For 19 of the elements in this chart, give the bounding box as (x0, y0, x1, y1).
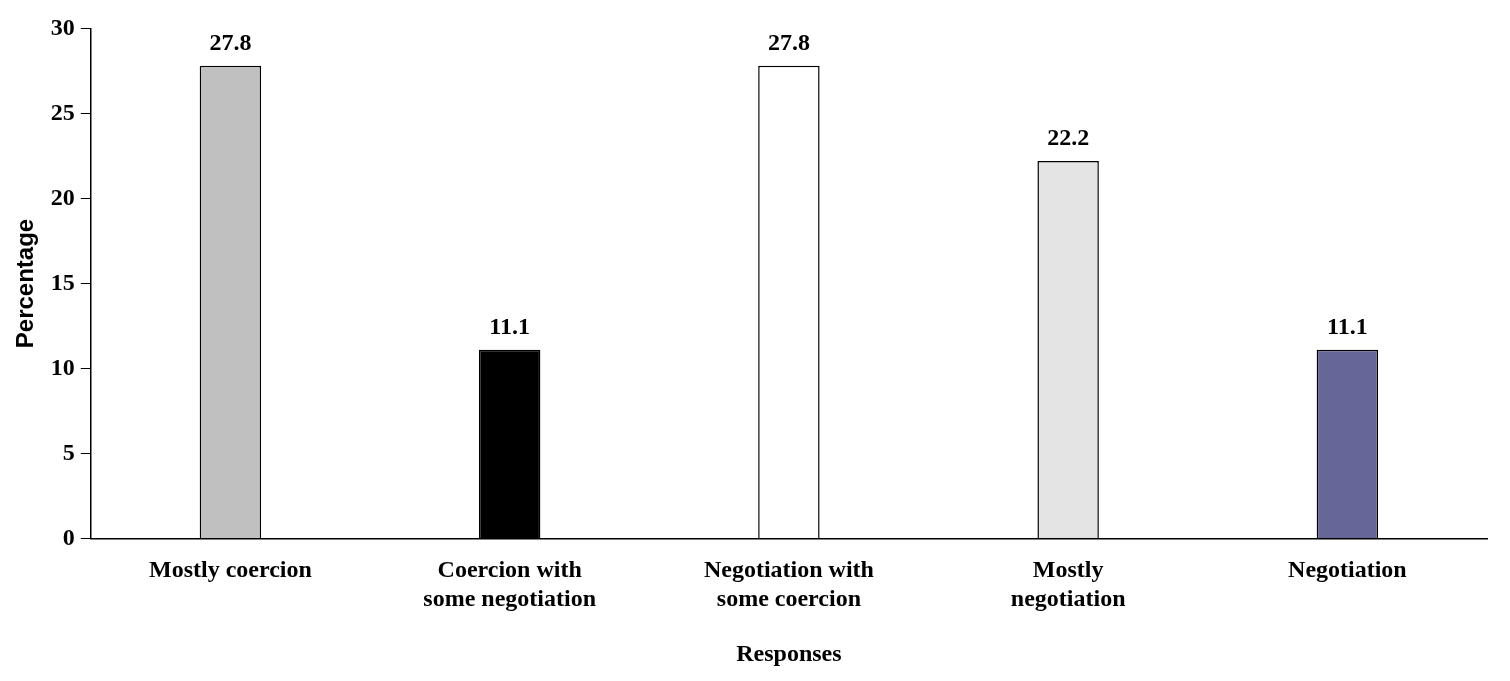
y-tick-label: 25 (50, 98, 75, 125)
y-tick-label: 0 (62, 523, 75, 550)
data-label: 27.8 (767, 29, 810, 56)
x-tick-label: Mostly negotiation (1010, 556, 1126, 611)
data-label: 27.8 (209, 29, 252, 56)
data-label: 11.1 (489, 313, 530, 340)
y-tick-label: 20 (50, 183, 75, 210)
x-tick-label: Coercion with some negotiation (423, 556, 596, 611)
data-label: 22.2 (1047, 124, 1090, 151)
x-tick-label: Negotiation with some coercion (703, 556, 874, 611)
x-tick-label: Negotiation (1288, 556, 1407, 583)
y-tick-label: 15 (50, 268, 75, 295)
data-label: 11.1 (1327, 313, 1368, 340)
x-tick-label: Mostly coercion (149, 556, 312, 583)
y-tick-label: 5 (62, 438, 75, 465)
y-tick-label: 10 (50, 353, 75, 380)
y-tick-label: 30 (50, 13, 75, 40)
x-axis-title: Responses (736, 639, 842, 666)
y-axis-title: Percentage (11, 218, 39, 349)
